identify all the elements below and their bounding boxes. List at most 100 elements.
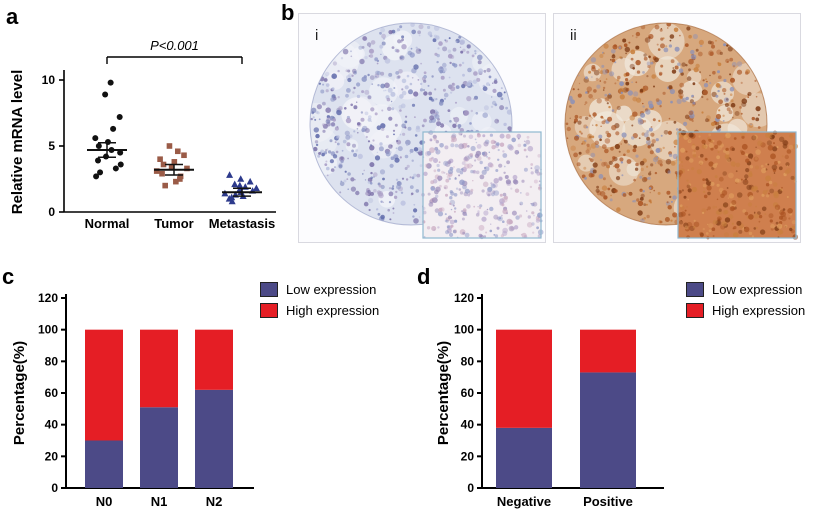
inset-speck — [512, 174, 518, 180]
inset-speck — [774, 204, 781, 210]
inset-speck — [498, 177, 503, 181]
inset-speck — [751, 235, 754, 238]
inset-speck — [523, 148, 527, 152]
inset-speck — [537, 217, 540, 219]
tissue-speck — [350, 186, 356, 192]
tissue-speck — [397, 146, 403, 152]
inset-speck — [529, 185, 533, 189]
inset-speck — [765, 163, 768, 166]
tissue-speck — [709, 82, 712, 85]
tissue-speck — [455, 101, 457, 104]
tissue-speck — [616, 78, 620, 82]
inset-speck — [502, 150, 505, 153]
legend-c: Low expression High expression — [260, 282, 379, 318]
tissue-speck — [376, 151, 379, 154]
tissue-speck — [449, 120, 452, 123]
inset-speck — [490, 223, 492, 225]
inset-speck — [464, 163, 470, 169]
inset-speck — [426, 163, 432, 169]
inset-speck — [678, 170, 683, 175]
inset-speck — [728, 172, 734, 179]
tissue-speck — [326, 148, 329, 151]
tissue-speck — [593, 69, 600, 76]
tissue-speck — [728, 110, 733, 115]
inset-speck — [772, 182, 778, 187]
y-tick-label: 20 — [461, 449, 475, 463]
tissue-speck — [396, 184, 401, 190]
inset-speck — [755, 149, 761, 155]
inset-speck — [736, 220, 742, 226]
tissue-speck — [577, 88, 580, 91]
tissue-speck — [666, 122, 668, 124]
tissue-speck — [329, 139, 333, 143]
tissue-speck — [676, 98, 682, 104]
category-label: Negative — [497, 494, 551, 509]
tissue-speck — [370, 40, 376, 45]
tissue-speck — [655, 138, 659, 142]
tissue-speck — [401, 88, 404, 91]
inset-speck — [721, 190, 728, 196]
tissue-speck — [372, 175, 375, 178]
legend-item-low: Low expression — [686, 282, 805, 297]
tissue-speck — [639, 197, 644, 201]
tissue-speck — [377, 84, 380, 87]
tissue-speck — [435, 98, 438, 101]
tissue-speck — [726, 61, 729, 63]
tissue-speck — [690, 49, 695, 55]
tissue-speck — [325, 89, 329, 93]
tissue-speck — [590, 158, 594, 163]
bar-segment — [195, 389, 233, 488]
tissue-speck — [692, 104, 695, 107]
inset-speck — [688, 183, 692, 187]
inset-speck — [686, 179, 689, 182]
tissue-speck — [406, 74, 410, 78]
tissue-speck — [368, 197, 374, 204]
scatter-point — [159, 170, 165, 177]
inset-speck — [683, 195, 687, 199]
tissue-speck — [386, 97, 391, 102]
tissue-speck — [615, 176, 621, 181]
tissue-speck — [380, 214, 385, 220]
inset-speck — [481, 169, 487, 175]
tissue-speck — [614, 189, 618, 193]
tissue-speck — [579, 116, 583, 119]
inset-speck — [688, 213, 691, 216]
inset-speck — [463, 134, 466, 138]
tissue-speck — [566, 137, 569, 139]
inset-speck — [531, 222, 535, 226]
inset-speck — [708, 179, 712, 183]
tissue-speck — [649, 191, 652, 194]
tissue-speck — [353, 130, 356, 133]
tissue-speck — [440, 75, 445, 80]
inset-speck — [780, 188, 783, 192]
inset-speck — [499, 133, 505, 139]
tissue-speck — [347, 188, 349, 190]
inset-speck — [493, 190, 500, 196]
scatter-point — [231, 180, 239, 188]
inset-speck — [684, 226, 690, 232]
inset-speck — [710, 181, 715, 186]
tissue-blotch — [640, 110, 662, 132]
inset-speck — [437, 175, 443, 181]
tissue-speck — [359, 58, 365, 65]
tissue-speck — [323, 78, 328, 82]
y-axis-label: Relative mRNA level — [9, 70, 26, 215]
tissue-speck — [451, 82, 456, 87]
inset-speck — [734, 178, 740, 183]
inset-speck — [784, 224, 788, 228]
tissue-speck — [415, 125, 420, 130]
tissue-speck — [670, 161, 676, 166]
tissue-speck — [648, 33, 654, 40]
tissue-speck — [729, 93, 733, 96]
tissue-speck — [657, 48, 661, 51]
inset-speck — [517, 137, 520, 140]
inset-speck — [454, 177, 457, 180]
inset-speck — [688, 132, 694, 138]
inset-speck — [431, 226, 437, 231]
inset-speck — [681, 165, 684, 167]
inset-speck — [458, 174, 461, 177]
tissue-speck — [505, 106, 508, 110]
tissue-speck — [600, 125, 602, 128]
category-label: Normal — [85, 216, 130, 231]
tissue-speck — [608, 160, 613, 165]
